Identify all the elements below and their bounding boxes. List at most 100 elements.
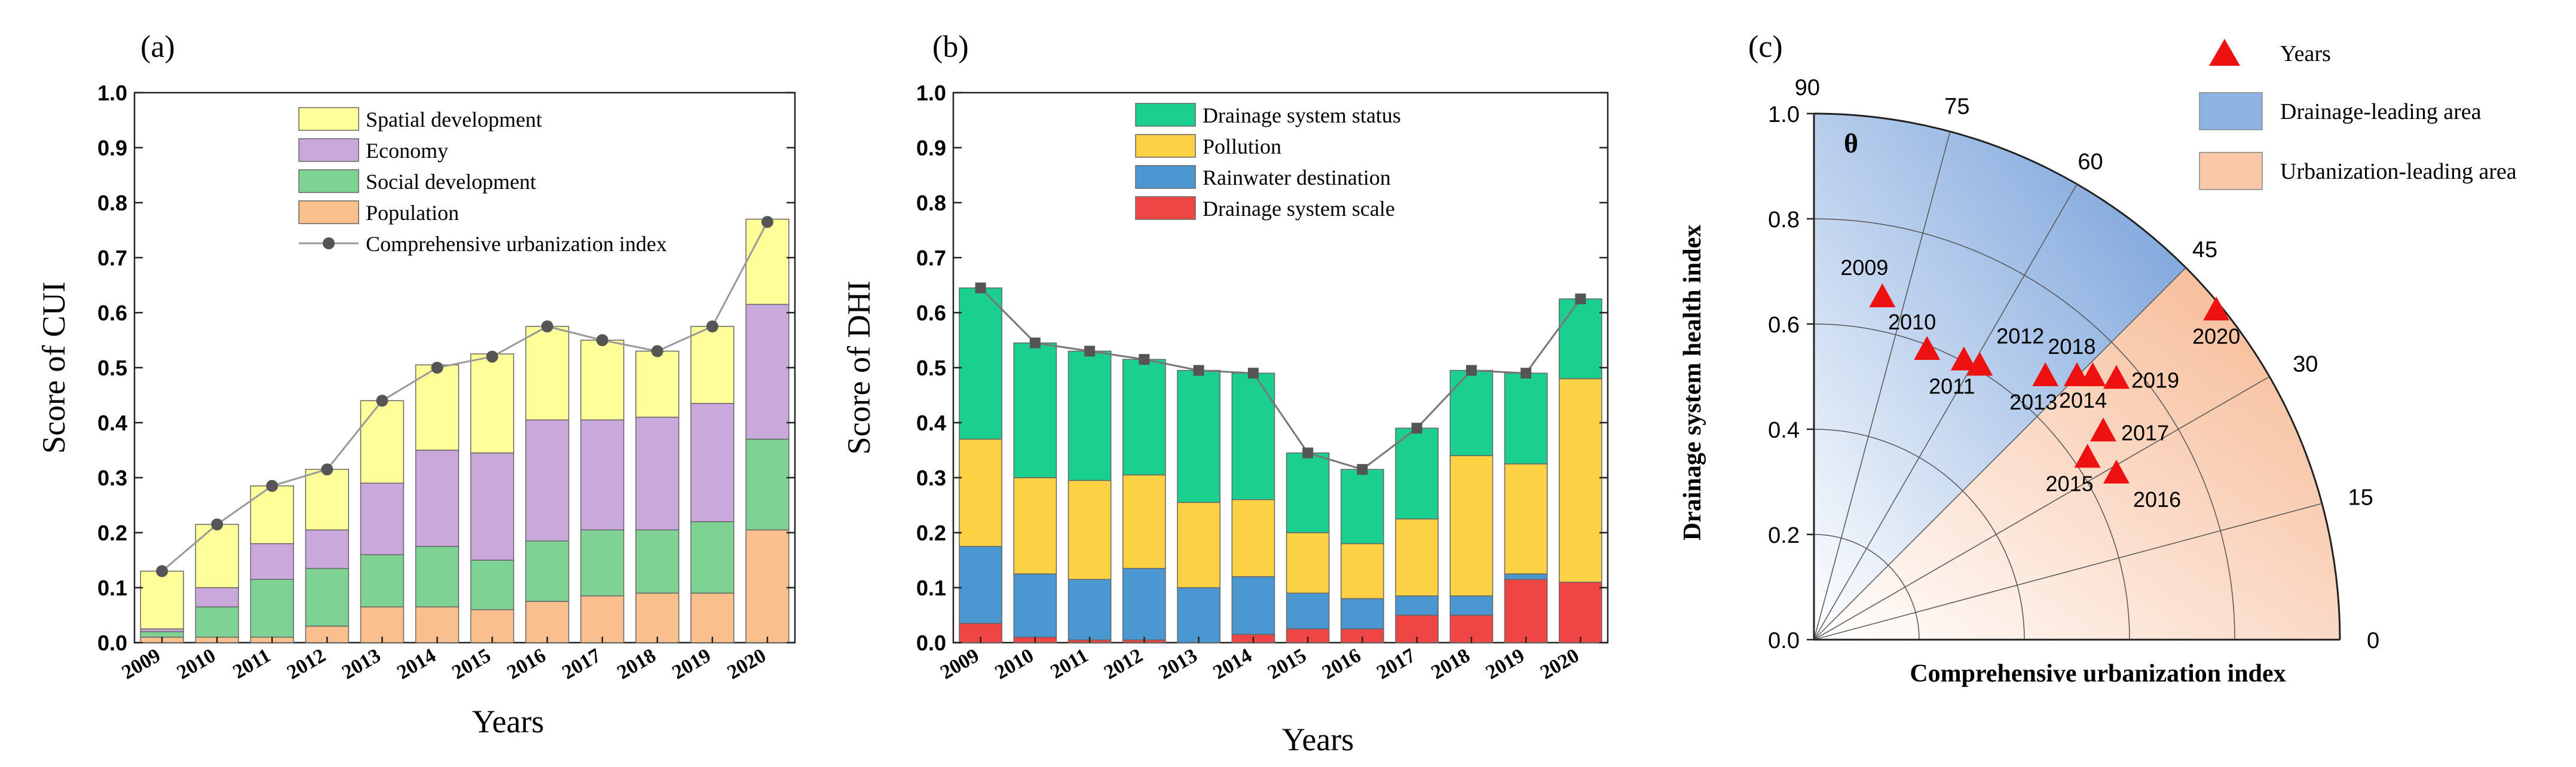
a-bar-segment [580,419,625,531]
b-ytick-label: 0.0 [916,631,946,655]
b-bar-segment [1341,598,1384,630]
a-bar-segment [250,543,294,580]
b-index-marker [1084,346,1096,357]
a-ytick-label: 0.1 [97,576,127,600]
b-legend-swatch [1135,103,1196,127]
a-legend-label: Social development [366,170,536,194]
b-index-marker [1357,464,1368,475]
a-bar-segment [635,529,680,594]
a-bar-segment [140,631,184,638]
a-bar-segment [195,606,239,638]
panel-a-x-axis-label: Years [472,704,544,740]
c-ytick-label: 0.2 [1768,523,1800,548]
a-bar-segment [690,521,735,594]
a-ytick-label: 0.4 [97,411,127,435]
a-index-marker [651,345,663,357]
a-bar-segment [635,350,680,418]
c-angle-label: 30 [2293,352,2318,377]
b-index-marker [1466,365,1477,376]
b-bar-segment [1341,543,1384,600]
a-index-marker [706,320,718,332]
a-xtick-label: 2013 [338,644,384,684]
b-ytick-label: 0.2 [916,521,946,545]
a-xtick-label: 2014 [393,644,439,684]
b-bar-segment [1067,479,1112,580]
panel-b-label: (b) [932,30,969,64]
b-bar-segment [1395,427,1439,520]
c-legend-label: Years [2280,41,2331,66]
a-xtick-label: 2017 [558,644,604,684]
panel-a-y-axis-label: Score of CUI [36,282,72,454]
c-legend-label: Urbanization-leading area [2280,159,2517,184]
a-legend-label: Population [366,201,459,225]
b-xtick-label: 2016 [1318,644,1365,684]
b-bar-segment [1122,474,1166,569]
b-bar-segment [959,546,1002,624]
a-bar-segment [470,452,515,561]
b-bar-segment [1177,587,1220,643]
year-marker [2032,362,2059,386]
a-bar-segment [415,364,460,451]
year-label: 2014 [2059,388,2107,412]
b-bar-segment [1449,455,1494,597]
a-bar-segment [305,529,349,569]
panel-a-label: (a) [140,30,175,64]
b-bar-segment [1013,477,1057,575]
b-legend-swatch [1135,134,1196,158]
c-ytick-label: 1.0 [1768,102,1800,127]
polar-grid-spoke [1813,503,2323,640]
b-legend-swatch [1135,196,1196,220]
a-bar-segment [525,326,570,421]
b-index-marker [1575,294,1586,304]
year-label: 2011 [1929,374,1975,399]
b-xtick-label: 2014 [1209,644,1255,684]
b-ytick-label: 0.9 [916,136,946,160]
c-angle-label: 75 [1944,94,1969,120]
panel-a-bars [140,218,790,643]
a-index-marker [376,395,388,407]
panel-b-y-axis-label: Score of DHI [841,281,877,455]
panel-c-label: (c) [1748,30,1783,64]
c-ytick-label: 0.8 [1768,207,1800,233]
a-legend-swatch [298,107,359,131]
a-bar-segment [745,218,790,305]
b-bar-segment [1286,592,1330,630]
year-marker [1950,346,1977,371]
a-index-marker [211,518,224,531]
b-bar-segment [1013,573,1057,638]
a-bar-segment [525,419,570,542]
a-ytick-label: 0.7 [97,246,127,270]
year-marker [2090,417,2116,442]
a-legend-label: Spatial development [366,108,542,132]
b-bar-segment [1067,579,1112,641]
b-index-marker [1520,368,1532,379]
c-ytick-label: 0.4 [1768,418,1800,443]
a-bar-segment [745,438,790,531]
b-xtick-label: 2013 [1155,644,1201,684]
b-bar-segment [1286,532,1330,594]
panel-b-stacked-bar-chart: (b) 0.00.10.20.30.40.50.60.70.80.91.0200… [841,30,1609,757]
year-label: 2012 [1996,323,2044,348]
c-angle-label: 15 [2348,485,2373,511]
a-bar-segment [690,403,735,522]
b-bar-segment [1231,576,1275,635]
b-xtick-label: 2015 [1264,644,1310,684]
a-index-marker [486,350,498,363]
year-marker [1869,283,1896,307]
b-bar-segment [1177,502,1220,588]
b-xtick-label: 2011 [1047,644,1092,683]
panel-c-ticks: 0.0 0.2 0.4 0.6 0.8 1.0 0 15 30 45 60 75 90 [1768,75,2379,653]
panel-b-x-axis-label: Years [1282,722,1354,757]
year-marker [2079,362,2106,386]
a-bar-segment [415,450,460,547]
b-xtick-label: 2017 [1373,644,1419,684]
b-bar-segment [1504,573,1548,580]
a-bar-segment [195,524,239,588]
b-ytick-label: 0.8 [916,191,946,215]
a-bar-segment [195,587,239,607]
a-xtick-label: 2015 [448,644,494,684]
a-bar-segment [525,601,570,643]
year-label: 2018 [2048,334,2095,359]
a-bar-segment [690,326,735,404]
